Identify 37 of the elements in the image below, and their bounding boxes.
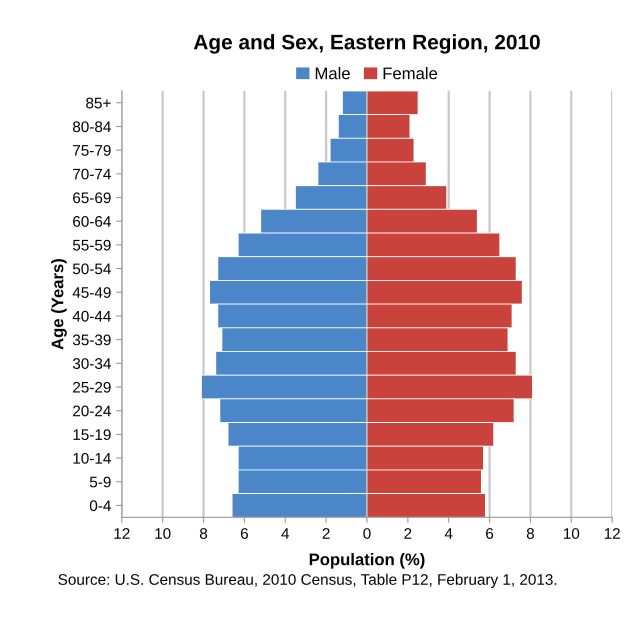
y-axis-title: Age (Years) <box>51 259 67 350</box>
x-tick-label: 2 <box>404 528 412 539</box>
x-tick-label: 12 <box>114 528 130 539</box>
x-tick-label: 6 <box>486 528 494 539</box>
x-tick-label: 4 <box>444 528 452 539</box>
x-tick-label: 10 <box>155 528 171 539</box>
y-tick-label: 20-24 <box>73 406 111 416</box>
y-tick-label: 0-4 <box>90 500 111 512</box>
x-tick-label: 8 <box>526 528 534 539</box>
y-tick-label: 40-44 <box>72 310 111 322</box>
x-tick-label: 4 <box>281 528 290 539</box>
y-tick-label: 75-79 <box>73 145 111 156</box>
y-tick-label: 50-54 <box>72 263 111 274</box>
x-tick-label: 2 <box>322 528 330 539</box>
chart-title: Age and Sex, Eastern Region, 2010 <box>194 34 540 54</box>
x-tick-label: 6 <box>240 528 248 539</box>
x-tick-label: 12 <box>604 528 620 539</box>
y-tick-label: 45-49 <box>72 287 111 298</box>
y-tick-label: 80-84 <box>72 121 111 132</box>
y-tick-label: 10-14 <box>73 452 111 464</box>
x-tick-label: 10 <box>564 528 580 539</box>
y-tick-label: 65-69 <box>73 192 111 204</box>
y-tick-label: 35-39 <box>72 334 111 346</box>
source-note: Source: U.S. Census Bureau, 2010 Census, Table P12, February 1, 2013. <box>58 574 556 588</box>
y-tick-label: 5-9 <box>90 476 111 488</box>
y-tick-label: 55-59 <box>72 240 111 251</box>
y-tick-label: 70-74 <box>73 168 111 180</box>
y-tick-label: 60-64 <box>73 216 111 227</box>
x-tick-label: 8 <box>200 528 208 539</box>
y-tick-label: 15-19 <box>73 429 111 440</box>
y-tick-label: 30-34 <box>72 358 111 369</box>
y-tick-label: 85+ <box>86 98 111 108</box>
x-tick-label: 0 <box>363 528 371 539</box>
legend-label: Female <box>384 67 438 80</box>
legend-label: Male <box>316 67 350 80</box>
y-tick-label: 25-29 <box>73 382 111 393</box>
x-axis-title: Population (%) <box>310 553 424 569</box>
